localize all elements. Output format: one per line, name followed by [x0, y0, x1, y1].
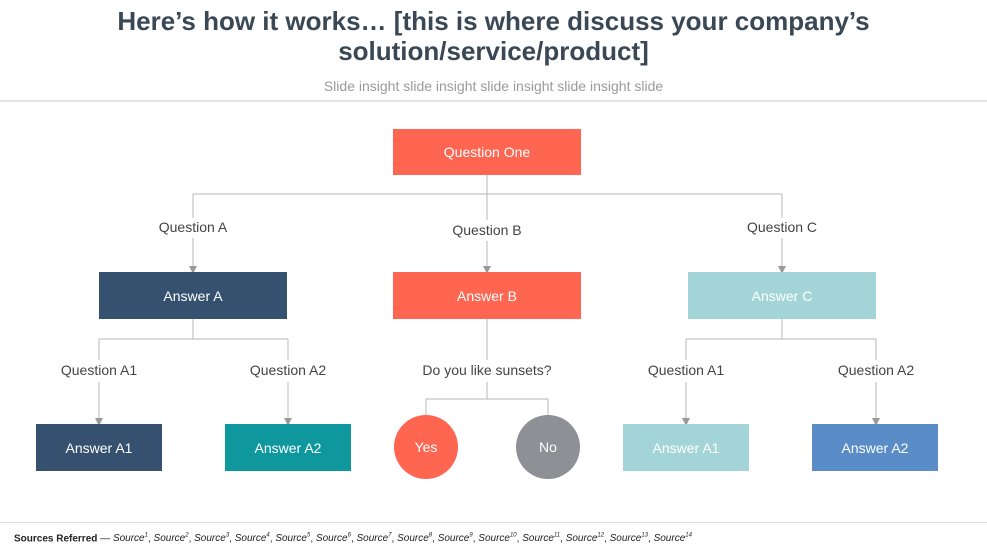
answer-c1-node: Answer A1 [623, 424, 749, 471]
source-item: Source6 [315, 533, 351, 545]
source-superscript: 2 [185, 533, 189, 539]
source-item: Source7 [356, 533, 392, 545]
source-item: Source11 [522, 533, 561, 545]
question-c-label: Question C [746, 219, 818, 235]
source-superscript: 14 [685, 533, 692, 539]
sources-list: Source1, Source2, Source3, Source4, Sour… [112, 533, 692, 545]
answer-a1-node: Answer A1 [36, 424, 162, 471]
answer-a2-node: Answer A2 [225, 424, 351, 471]
source-superscript: 1 [144, 533, 148, 539]
yes-node: Yes [394, 415, 458, 479]
source-superscript: 6 [347, 533, 351, 539]
question-a2-label: Question A2 [249, 362, 327, 378]
source-superscript: 10 [509, 533, 517, 539]
source-superscript: 3 [225, 533, 230, 539]
footer-divider [0, 522, 987, 523]
header-divider [0, 100, 987, 102]
source-superscript: 12 [597, 533, 605, 539]
sunsets-question-label: Do you like sunsets? [422, 362, 552, 378]
question-b-label: Question B [452, 222, 522, 238]
question-c1-label: Question A1 [647, 362, 725, 378]
source-superscript: 11 [553, 533, 561, 539]
source-item: Source3 [194, 533, 230, 545]
source-item: Source10 [478, 533, 517, 545]
answer-c-node: Answer C [688, 272, 876, 319]
answer-a-node: Answer A [99, 272, 287, 319]
source-superscript: 13 [641, 533, 649, 539]
title-line-1: Here’s how it works… [this is where disc… [117, 6, 870, 36]
page-subtitle: Slide insight slide insight slide insigh… [323, 78, 664, 94]
source-superscript: 4 [266, 533, 270, 539]
answer-c2-node: Answer A2 [812, 424, 938, 471]
source-item: Source1 [112, 533, 148, 545]
source-superscript: 5 [307, 533, 311, 539]
answer-b-node: Answer B [393, 272, 581, 319]
source-item: Source4 [234, 533, 270, 545]
source-item: Source8 [397, 533, 433, 545]
source-item: Source12 [565, 533, 605, 545]
source-superscript: 7 [388, 533, 392, 539]
source-item: Source9 [437, 533, 473, 545]
source-item: Source14 [653, 533, 692, 545]
question-c2-label: Question A2 [837, 362, 915, 378]
question-a-label: Question A [158, 219, 228, 235]
root-node: Question One [393, 129, 581, 175]
source-superscript: 8 [428, 533, 433, 539]
source-superscript: 9 [469, 533, 473, 539]
source-item: Source13 [609, 533, 649, 545]
source-item: Source5 [275, 533, 311, 545]
source-item: Source2 [153, 533, 189, 545]
sources-footer: Sources Referred — Source1, Source2, Sou… [14, 533, 692, 545]
page-title: Here’s how it works… [this is where disc… [0, 6, 987, 66]
title-line-2: solution/service/product] [338, 36, 649, 66]
question-a1-label: Question A1 [60, 362, 138, 378]
no-node: No [516, 415, 580, 479]
sources-label: Sources Referred [14, 533, 98, 545]
